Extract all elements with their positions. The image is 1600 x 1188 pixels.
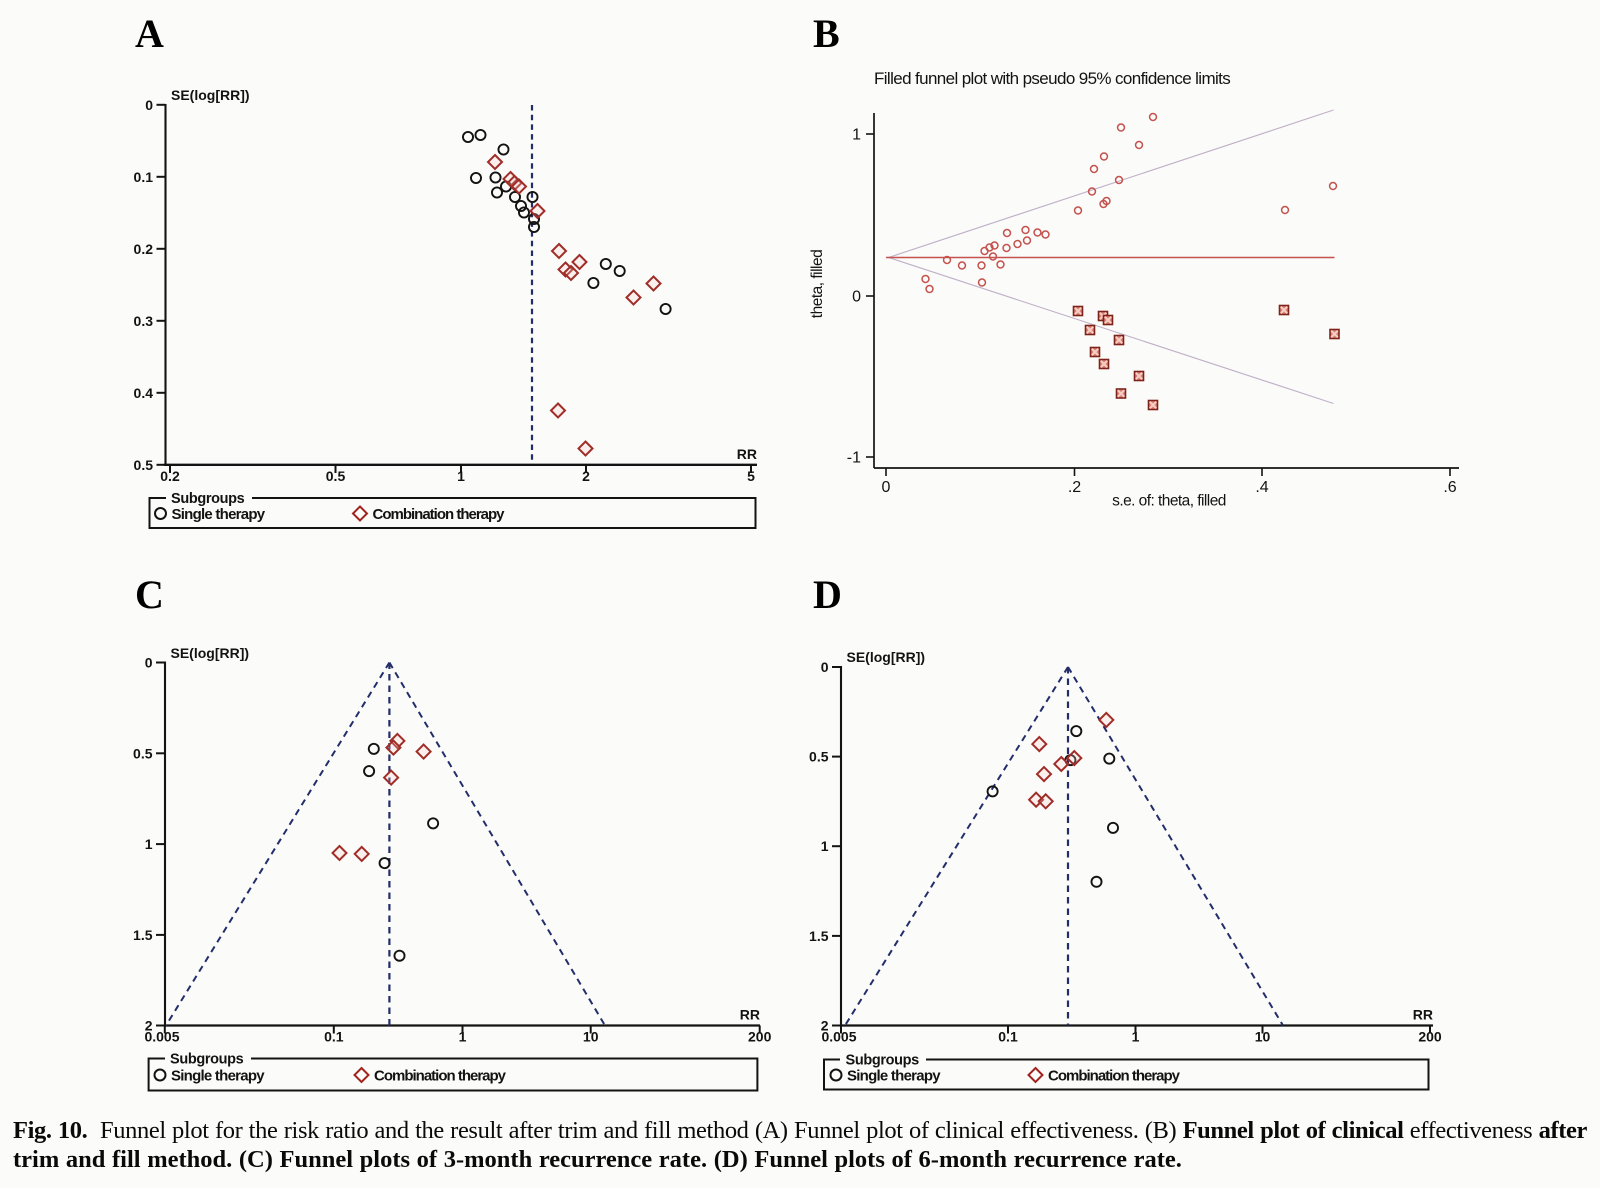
svg-text:0.005: 0.005 xyxy=(821,1029,856,1045)
svg-text:0.1: 0.1 xyxy=(324,1029,344,1045)
svg-text:2: 2 xyxy=(145,1018,153,1034)
svg-text:Single therapy: Single therapy xyxy=(172,506,266,523)
svg-text:0.5: 0.5 xyxy=(134,457,154,473)
svg-text:SE(log[RR]): SE(log[RR]) xyxy=(171,87,250,103)
svg-text:0.1: 0.1 xyxy=(134,169,154,185)
svg-text:.4: .4 xyxy=(1255,479,1268,496)
svg-text:s.e. of: theta, filled: s.e. of: theta, filled xyxy=(1112,493,1226,510)
svg-text:Single therapy: Single therapy xyxy=(847,1067,941,1084)
svg-text:2: 2 xyxy=(582,468,590,484)
svg-text:200: 200 xyxy=(748,1029,772,1045)
svg-text:C: C xyxy=(135,572,164,617)
svg-text:A: A xyxy=(135,11,164,56)
svg-text:0: 0 xyxy=(882,479,891,496)
svg-text:SE(log[RR]): SE(log[RR]) xyxy=(171,645,250,661)
svg-text:SE(log[RR]): SE(log[RR]) xyxy=(847,649,926,665)
svg-text:.6: .6 xyxy=(1443,479,1456,496)
svg-text:Filled funnel plot with pseudo: Filled funnel plot with pseudo 95% confi… xyxy=(874,69,1230,88)
svg-text:Combination therapy: Combination therapy xyxy=(373,506,506,523)
svg-text:D: D xyxy=(813,572,842,617)
svg-text:10: 10 xyxy=(583,1029,599,1045)
svg-text:10: 10 xyxy=(1255,1029,1271,1045)
svg-text:200: 200 xyxy=(1418,1029,1442,1045)
svg-text:1: 1 xyxy=(1132,1029,1140,1045)
svg-text:Subgroups: Subgroups xyxy=(171,491,245,507)
svg-text:0: 0 xyxy=(821,659,829,675)
svg-text:Single therapy: Single therapy xyxy=(171,1067,265,1084)
svg-text:RR: RR xyxy=(740,1007,760,1023)
svg-text:0: 0 xyxy=(145,97,153,113)
svg-text:B: B xyxy=(813,11,840,56)
svg-text:1: 1 xyxy=(457,468,465,484)
svg-text:RR: RR xyxy=(737,446,757,462)
svg-text:0.5: 0.5 xyxy=(133,745,153,761)
svg-text:1.5: 1.5 xyxy=(809,928,829,944)
svg-text:5: 5 xyxy=(747,468,755,484)
svg-text:0.4: 0.4 xyxy=(134,385,154,401)
svg-text:1: 1 xyxy=(821,838,829,854)
svg-text:Subgroups: Subgroups xyxy=(170,1052,244,1068)
svg-text:0.1: 0.1 xyxy=(998,1029,1018,1045)
svg-text:1: 1 xyxy=(145,836,153,852)
svg-text:0.5: 0.5 xyxy=(809,749,829,765)
svg-text:0.2: 0.2 xyxy=(134,241,154,257)
svg-text:0: 0 xyxy=(852,289,861,306)
svg-text:RR: RR xyxy=(1413,1007,1433,1023)
svg-text:theta, filled: theta, filled xyxy=(809,250,826,318)
svg-text:.2: .2 xyxy=(1068,479,1081,496)
svg-text:0.2: 0.2 xyxy=(160,468,180,484)
svg-text:Combination therapy: Combination therapy xyxy=(1048,1067,1181,1084)
svg-text:0: 0 xyxy=(145,655,153,671)
svg-text:1.5: 1.5 xyxy=(133,927,153,943)
svg-text:-1: -1 xyxy=(847,450,861,467)
svg-text:Combination therapy: Combination therapy xyxy=(374,1067,507,1084)
svg-text:0.005: 0.005 xyxy=(144,1029,179,1045)
svg-text:1: 1 xyxy=(459,1029,467,1045)
svg-text:2: 2 xyxy=(821,1018,829,1034)
svg-text:0.3: 0.3 xyxy=(134,313,154,329)
svg-text:Subgroups: Subgroups xyxy=(846,1053,920,1069)
svg-text:1: 1 xyxy=(852,127,861,144)
svg-text:0.5: 0.5 xyxy=(326,468,346,484)
